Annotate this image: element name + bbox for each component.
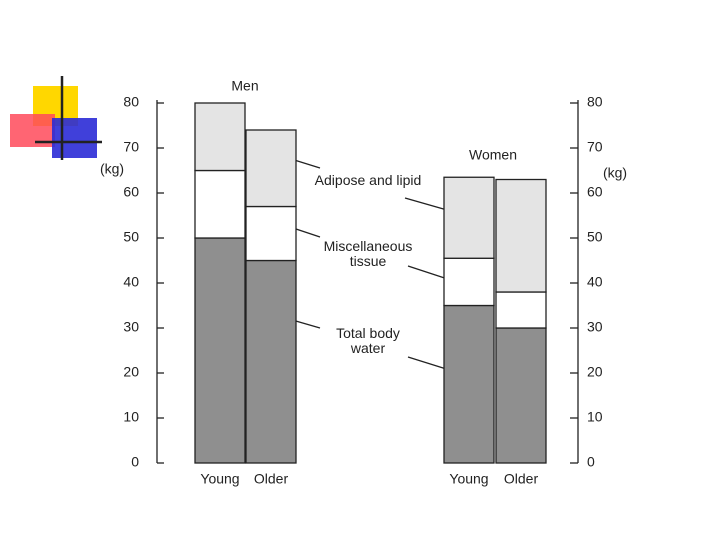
- y-tick-label: 10: [123, 409, 139, 425]
- bar-segment: [495, 178, 547, 293]
- y-tick-label: 80: [123, 94, 139, 110]
- y2-axis-label: (kg): [603, 165, 627, 181]
- x-tick-label: Young: [200, 471, 239, 487]
- bar-segment: [194, 237, 246, 464]
- y2-tick-label: 30: [587, 319, 603, 335]
- annotation: Adipose and lipid: [314, 172, 422, 188]
- annotation: Total body water: [336, 325, 400, 356]
- y2-tick-label: 70: [587, 139, 603, 155]
- y2-tick-label: 0: [587, 454, 595, 470]
- bar-segment: [495, 327, 547, 464]
- x-tick-label: Older: [254, 471, 289, 487]
- y-tick-label: 60: [123, 184, 139, 200]
- y2-tick-label: 60: [587, 184, 603, 200]
- bar-segment: [245, 129, 297, 208]
- y2-tick-label: 10: [587, 409, 603, 425]
- y-tick-label: 0: [131, 454, 139, 470]
- bar-segment: [245, 259, 297, 464]
- bar-segment: [194, 102, 246, 172]
- y2-tick-label: 40: [587, 274, 603, 290]
- y2-tick-label: 80: [587, 94, 603, 110]
- y-tick-label: 70: [123, 139, 139, 155]
- y2-tick-label: 20: [587, 364, 603, 380]
- y-axis-label: (kg): [100, 161, 124, 177]
- y-tick-label: 40: [123, 274, 139, 290]
- bar-segment: [194, 169, 246, 239]
- x-tick-label: Older: [504, 471, 539, 487]
- annotation: Miscellaneous tissue: [323, 238, 413, 269]
- bar-segment: [495, 291, 547, 329]
- group-label: Women: [469, 147, 517, 163]
- y-tick-label: 50: [123, 229, 139, 245]
- bar-segment: [245, 205, 297, 262]
- y-tick-label: 20: [123, 364, 139, 380]
- y-tick-label: 30: [123, 319, 139, 335]
- x-tick-label: Young: [449, 471, 488, 487]
- bar-segment: [443, 176, 495, 259]
- group-label: Men: [231, 78, 258, 94]
- bar-segment: [443, 257, 495, 307]
- bar-segment: [443, 304, 495, 464]
- slide-icon: [10, 76, 102, 160]
- y2-tick-label: 50: [587, 229, 603, 245]
